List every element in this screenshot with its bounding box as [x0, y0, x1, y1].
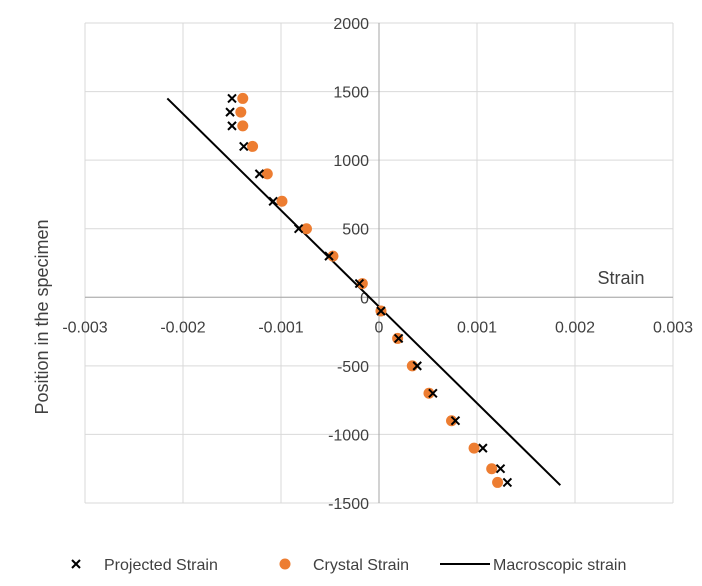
- y-tick-label: 1500: [333, 85, 369, 102]
- y-axis-title: Position in the specimen: [32, 219, 52, 414]
- crystal-strain-point: [327, 250, 339, 262]
- x-marker-stroke: [354, 278, 365, 289]
- x-tick-label: 0.001: [457, 319, 497, 336]
- x-marker-stroke: [254, 169, 265, 179]
- crystal-strain-point: [261, 168, 273, 180]
- crystal-strain-point: [468, 442, 480, 454]
- x-marker-stroke: [450, 416, 461, 426]
- y-tick-label: 500: [342, 222, 369, 239]
- x-tick-label: 0.002: [555, 319, 595, 336]
- projected-strain-point: [495, 464, 506, 474]
- x-marker-stroke: [239, 141, 249, 152]
- x-marker-stroke: [324, 251, 334, 261]
- legend: Projected Strain Crystal Strain Macroscopi…: [71, 557, 626, 574]
- crystal-strain-point: [356, 278, 368, 290]
- projected-strain-point: [254, 169, 265, 179]
- crystal-strain-point: [237, 92, 249, 104]
- y-tick-label: 2000: [333, 16, 369, 33]
- projected-strain-point: [354, 278, 365, 289]
- projected-strain-point: [324, 251, 334, 261]
- x-marker-stroke: [225, 107, 235, 117]
- crystal-strain-point: [423, 387, 435, 399]
- y-tick-label: 0: [360, 290, 369, 307]
- projected-strain-point: [227, 121, 237, 131]
- legend-label-projected: Projected Strain: [104, 557, 218, 574]
- projected-strain-point: [393, 333, 404, 344]
- x-marker-stroke: [293, 224, 304, 234]
- x-marker-stroke: [376, 306, 386, 316]
- projected-strain-point: [412, 361, 422, 371]
- x-marker-stroke: [478, 443, 488, 453]
- crystal-strain-point: [247, 140, 259, 152]
- axes: -0.003 -0.002 -0.001 0 0.001 0.002 0.003 -1500 -…: [62, 16, 693, 513]
- x-tick-label: -0.001: [258, 319, 303, 336]
- crystal-strain-point: [486, 463, 498, 475]
- crystal-strain-point: [235, 106, 247, 118]
- x-marker-stroke: [428, 388, 438, 398]
- projected-strain-point: [227, 93, 237, 104]
- x-axis-title: Strain: [597, 268, 644, 288]
- projected-strain-point: [376, 306, 386, 316]
- x-marker-stroke: [502, 477, 513, 488]
- crystal-strain-point: [300, 223, 312, 235]
- x-marker-stroke: [268, 196, 278, 206]
- x-tick-label: 0: [375, 319, 384, 336]
- crystal-strain-point: [276, 195, 288, 207]
- x-marker-stroke: [71, 559, 81, 569]
- projected-strain-point: [268, 196, 278, 206]
- legend-label-macroscopic: Macroscopic strain: [493, 557, 626, 574]
- y-tick-label: -1000: [328, 427, 369, 444]
- macroscopic-strain-line: [166, 97, 562, 486]
- legend-marker-crystal: [279, 558, 291, 570]
- y-tick-label: 1000: [333, 153, 369, 170]
- x-tick-label: 0.003: [653, 319, 693, 336]
- labels: Strain Position in the specimen: [32, 219, 645, 414]
- y-tick-label: -1500: [328, 496, 369, 513]
- x-marker-stroke: [495, 464, 506, 474]
- y-tick-label: -500: [337, 359, 369, 376]
- projected-strain-point: [450, 416, 461, 426]
- projected-strain-point: [293, 224, 304, 234]
- crystal-strain-point: [492, 476, 504, 488]
- series: [166, 92, 562, 488]
- x-tick-label: -0.003: [62, 319, 107, 336]
- crystal-strain-point: [446, 415, 458, 427]
- legend-marker-projected: [71, 559, 81, 569]
- projected-strain-point: [502, 477, 513, 488]
- legend-label-crystal: Crystal Strain: [313, 557, 409, 574]
- projected-strain-point: [239, 141, 249, 152]
- x-tick-label: -0.002: [160, 319, 205, 336]
- x-marker-stroke: [227, 121, 237, 131]
- x-marker-stroke: [227, 93, 237, 104]
- projected-strain-point: [478, 443, 488, 453]
- x-marker-stroke: [412, 361, 422, 371]
- projected-strain-point: [428, 388, 438, 398]
- projected-strain-point: [225, 107, 235, 117]
- x-marker-stroke: [393, 333, 404, 344]
- crystal-strain-point: [237, 120, 249, 132]
